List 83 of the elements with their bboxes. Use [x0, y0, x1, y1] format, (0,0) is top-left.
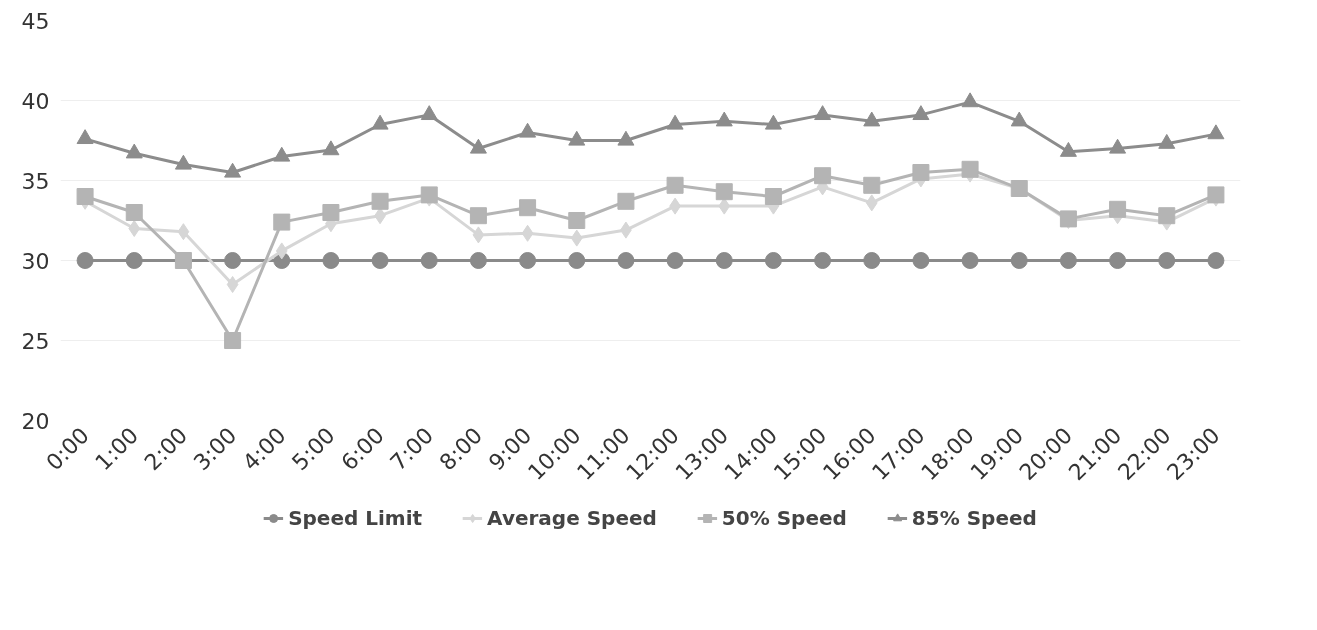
point [420, 105, 438, 121]
point [1109, 138, 1127, 154]
point [322, 252, 340, 269]
point [1059, 141, 1077, 157]
point [912, 252, 930, 269]
point [764, 188, 782, 205]
point [1109, 200, 1127, 218]
y-tick-label: 40 [21, 88, 50, 114]
point [570, 229, 583, 247]
point [273, 213, 291, 231]
point [666, 252, 684, 269]
point [224, 332, 242, 349]
point [1109, 252, 1127, 269]
point [1010, 252, 1028, 269]
point [1207, 252, 1225, 269]
point [764, 114, 782, 130]
y-tick-label: 20 [21, 408, 50, 434]
point [863, 252, 881, 269]
point [521, 224, 534, 242]
point [1207, 124, 1225, 140]
point [961, 252, 979, 269]
point [814, 167, 832, 185]
point [125, 204, 143, 221]
point [1059, 252, 1077, 269]
point [764, 252, 782, 269]
y-tick-label: 30 [21, 248, 50, 274]
point [519, 199, 537, 217]
point [224, 162, 242, 178]
point [371, 252, 389, 269]
point [912, 164, 930, 181]
point [472, 226, 485, 244]
point [371, 114, 389, 130]
point [863, 176, 881, 194]
point [863, 111, 881, 127]
point [666, 114, 684, 130]
point [128, 220, 141, 237]
point [76, 188, 94, 205]
y-tick-label: 25 [21, 328, 50, 354]
point [568, 130, 586, 146]
point [814, 252, 832, 269]
point [715, 111, 733, 127]
point [568, 252, 586, 269]
point [666, 176, 684, 194]
point [814, 105, 832, 121]
point [322, 140, 340, 156]
point [617, 130, 635, 146]
legend-label: 50% Speed [721, 506, 847, 530]
point [226, 276, 239, 293]
legend-label: Speed Limit [288, 506, 423, 530]
point [519, 122, 537, 138]
point [125, 143, 143, 159]
point [469, 252, 487, 269]
point [1158, 252, 1176, 269]
point [519, 252, 537, 269]
point [174, 154, 192, 170]
point [273, 146, 291, 162]
point [961, 92, 979, 108]
y-tick-label: 35 [21, 168, 50, 194]
point [617, 252, 635, 269]
point [76, 129, 94, 145]
legend-label: Average Speed [487, 506, 657, 530]
point [469, 138, 487, 154]
point [322, 204, 340, 221]
point [912, 105, 930, 121]
point [224, 252, 242, 269]
point [125, 252, 143, 269]
point [76, 252, 94, 269]
point [1010, 111, 1028, 127]
legend-label: 85% Speed [911, 506, 1037, 530]
y-tick-label: 45 [21, 8, 50, 34]
point [715, 183, 733, 201]
point [371, 192, 389, 210]
point [961, 160, 979, 178]
point [177, 223, 190, 241]
point [1158, 207, 1176, 225]
point [617, 192, 635, 210]
point [865, 194, 878, 212]
point [275, 242, 288, 260]
point [1158, 133, 1176, 149]
point [568, 212, 586, 229]
point [715, 252, 733, 269]
point [469, 207, 487, 225]
point [420, 252, 438, 269]
